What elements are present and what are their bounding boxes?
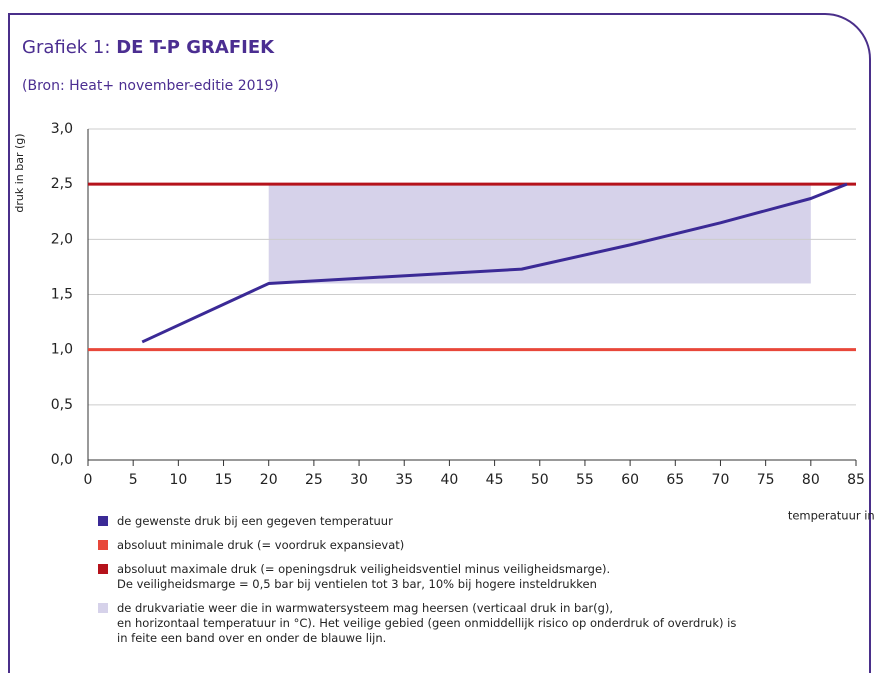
legend-swatch (98, 564, 108, 574)
x-axis-label: temperatuur in °C (788, 509, 879, 523)
legend-text: de drukvariatie weer die in warmwatersys… (117, 601, 737, 645)
x-tick-label: 55 (576, 472, 594, 488)
legend-text: absoluut maximale druk (= openingsdruk v… (117, 562, 611, 591)
legend-swatch (98, 540, 108, 550)
x-tick-label: 85 (847, 472, 865, 488)
x-tick-label: 30 (350, 472, 368, 488)
x-tick-label: 50 (531, 472, 549, 488)
x-tick-label: 15 (215, 472, 233, 488)
pressure-line (141, 182, 848, 344)
y-tick-label: 2,0 (51, 231, 73, 247)
legend: de gewenste druk bij een gegeven tempera… (98, 514, 858, 655)
y-tick-label: 3,0 (51, 121, 73, 137)
legend-swatch (98, 603, 108, 613)
y-tick-label: 1,0 (51, 342, 73, 358)
title-prefix: Grafiek 1: (22, 37, 110, 58)
legend-item: absoluut minimale druk (= voordruk expan… (98, 538, 858, 553)
y-tick-label: 0,0 (51, 452, 73, 468)
chart-title: Grafiek 1: DE T-P GRAFIEK (22, 37, 275, 58)
x-tick-label: 20 (260, 472, 278, 488)
x-tick-label: 40 (440, 472, 458, 488)
legend-text: de gewenste druk bij een gegeven tempera… (117, 514, 393, 528)
legend-text: absoluut minimale druk (= voordruk expan… (117, 538, 405, 552)
legend-item: de gewenste druk bij een gegeven tempera… (98, 514, 858, 529)
x-tick-label: 10 (169, 472, 187, 488)
x-tick-label: 45 (486, 472, 504, 488)
x-tick-label: 60 (621, 472, 639, 488)
legend-item: de drukvariatie weer die in warmwatersys… (98, 601, 858, 646)
frame (8, 13, 871, 673)
x-tick-label: 70 (712, 472, 730, 488)
x-tick-label: 35 (395, 472, 413, 488)
x-tick-label: 80 (802, 472, 820, 488)
safe-band (268, 184, 811, 284)
x-tick-label: 65 (666, 472, 684, 488)
legend-swatch (98, 516, 108, 526)
x-tick-label: 75 (757, 472, 775, 488)
x-tick-label: 5 (129, 472, 138, 488)
y-tick-label: 0,5 (51, 397, 73, 413)
x-tick-label: 0 (84, 472, 93, 488)
title-main: DE T-P GRAFIEK (116, 37, 275, 58)
y-tick-label: 2,5 (51, 176, 73, 192)
y-axis-label: druk in bar (g) (13, 133, 26, 212)
subtitle: (Bron: Heat+ november-editie 2019) (22, 78, 279, 94)
x-tick-label: 25 (305, 472, 323, 488)
y-tick-label: 1,5 (51, 287, 73, 303)
legend-item: absoluut maximale druk (= openingsdruk v… (98, 562, 858, 592)
